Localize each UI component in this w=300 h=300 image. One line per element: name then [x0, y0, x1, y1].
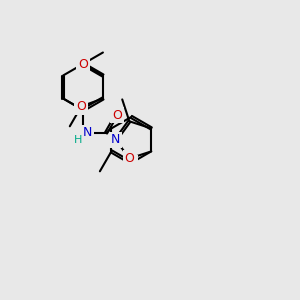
Text: N: N	[111, 134, 121, 146]
Text: H: H	[74, 135, 82, 145]
Text: O: O	[76, 100, 86, 113]
Text: O: O	[112, 109, 122, 122]
Text: N: N	[82, 127, 92, 140]
Text: O: O	[124, 152, 134, 165]
Text: N: N	[127, 156, 136, 170]
Text: O: O	[78, 58, 88, 70]
